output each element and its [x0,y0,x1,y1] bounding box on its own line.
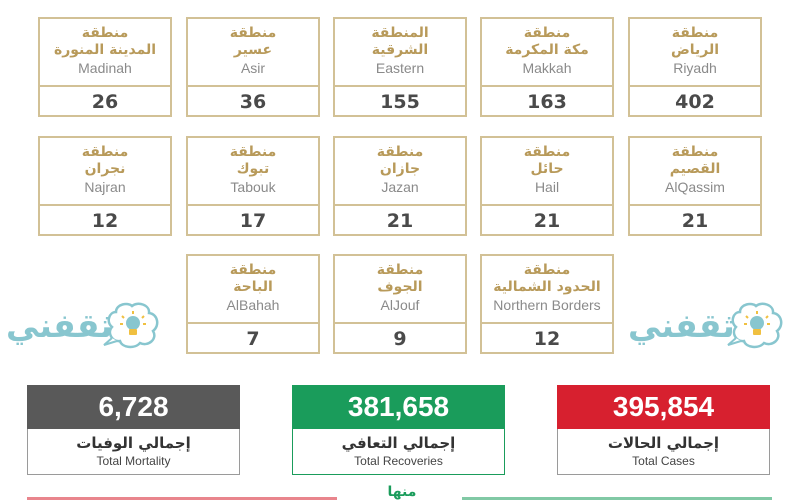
region-name-ar: مكة المكرمة [505,42,589,58]
region-name-ar: عسير [233,42,273,58]
region-name-en: Makkah [522,60,572,76]
region-count: 21 [533,210,561,232]
logo-text: ثقفني [628,306,736,345]
watermark-logo-left: ثقفني [4,302,179,352]
logo-text: ثقفني [6,306,114,345]
total-cases-label-ar: إجمالي الحالات [607,434,720,452]
region-prefix: منطقة [81,144,129,160]
region-name-en: AlJouf [380,297,420,313]
region-count: 21 [386,210,414,232]
region-card-aljouf: منطقة الجوف AlJouf 9 [333,254,467,354]
footer-partial-label: منها [387,484,417,500]
total-cases-label-en: Total Cases [632,454,695,468]
region-count: 12 [91,210,119,232]
region-name-ar: القصيم [669,161,721,177]
region-name-ar: جازان [379,161,421,177]
region-prefix: منطقة [376,262,424,278]
region-prefix: منطقة [523,25,571,41]
total-cases-card: 395,854 إجمالي الحالات Total Cases [557,385,770,475]
region-count: 9 [393,328,407,350]
region-name-en: Asir [240,60,266,76]
total-recoveries-label-en: Total Recoveries [354,454,443,468]
region-name-ar: المدينة المنورة [53,42,157,58]
region-card-hail: منطقة حائل Hail 21 [480,136,614,236]
region-prefix: منطقة [229,262,277,278]
region-count: 17 [239,210,267,232]
total-recoveries-value: 381,658 [292,385,505,429]
region-prefix: منطقة [376,144,424,160]
region-card-asir: منطقة عسير Asir 36 [186,17,320,117]
total-cases-value: 395,854 [557,385,770,429]
region-count: 26 [91,91,119,113]
footer-strip-left [27,497,337,500]
lightbulb-icon [727,302,783,349]
total-mortality-value: 6,728 [27,385,240,429]
region-name-ar: حائل [530,161,564,177]
region-name-en: AlQassim [665,179,725,195]
region-count: 402 [675,91,715,113]
region-name-ar: الباحة [233,279,273,295]
region-prefix: منطقة [523,262,571,278]
region-card-tabouk: منطقة تبوك Tabouk 17 [186,136,320,236]
region-name-ar: تبوك [236,161,270,177]
watermark-logo-right: ثقفني [628,302,800,352]
total-recoveries-card: 381,658 إجمالي التعافي Total Recoveries [292,385,505,475]
region-card-eastern: المنطقة الشرقية Eastern 155 [333,17,467,117]
region-card-alqassim: منطقة القصيم AlQassim 21 [628,136,762,236]
region-card-riyadh: منطقة الرياض Riyadh 402 [628,17,762,117]
region-name-ar: الشرقية [371,42,429,58]
region-name-ar: الحدود الشمالية [493,279,601,295]
region-name-en: Riyadh [673,60,717,76]
region-count: 155 [380,91,420,113]
region-name-en: Jazan [381,179,419,195]
region-name-ar: الرياض [670,42,720,58]
region-count: 21 [681,210,709,232]
region-count: 163 [527,91,567,113]
region-count: 36 [239,91,267,113]
region-card-northern-borders: منطقة الحدود الشمالية Northern Borders 1… [480,254,614,354]
region-prefix: المنطقة [371,25,429,41]
region-name-en: AlBahah [226,297,280,313]
region-card-jazan: منطقة جازان Jazan 21 [333,136,467,236]
footer-strip-right [462,497,772,500]
region-name-ar: الجوف [377,279,423,295]
total-recoveries-label-ar: إجمالي التعافي [341,434,456,452]
region-prefix: منطقة [229,25,277,41]
region-prefix: منطقة [671,144,719,160]
region-prefix: منطقة [229,144,277,160]
region-name-en: Tabouk [230,179,276,195]
region-count: 12 [533,328,561,350]
total-mortality-label-en: Total Mortality [96,454,171,468]
region-prefix: منطقة [523,144,571,160]
region-prefix: منطقة [81,25,129,41]
total-mortality-label-ar: إجمالي الوفيات [76,434,191,452]
region-card-najran: منطقة نجران Najran 12 [38,136,172,236]
region-name-en: Madinah [78,60,132,76]
region-name-ar: نجران [84,161,126,177]
region-name-en: Eastern [375,60,425,76]
region-count: 7 [246,328,260,350]
region-card-madinah: منطقة المدينة المنورة Madinah 26 [38,17,172,117]
region-name-en: Hail [534,179,560,195]
total-mortality-card: 6,728 إجمالي الوفيات Total Mortality [27,385,240,475]
region-card-makkah: منطقة مكة المكرمة Makkah 163 [480,17,614,117]
region-name-en: Northern Borders [493,297,601,313]
lightbulb-icon [103,302,159,349]
region-prefix: منطقة [671,25,719,41]
region-card-albahah: منطقة الباحة AlBahah 7 [186,254,320,354]
region-name-en: Najran [84,179,126,195]
